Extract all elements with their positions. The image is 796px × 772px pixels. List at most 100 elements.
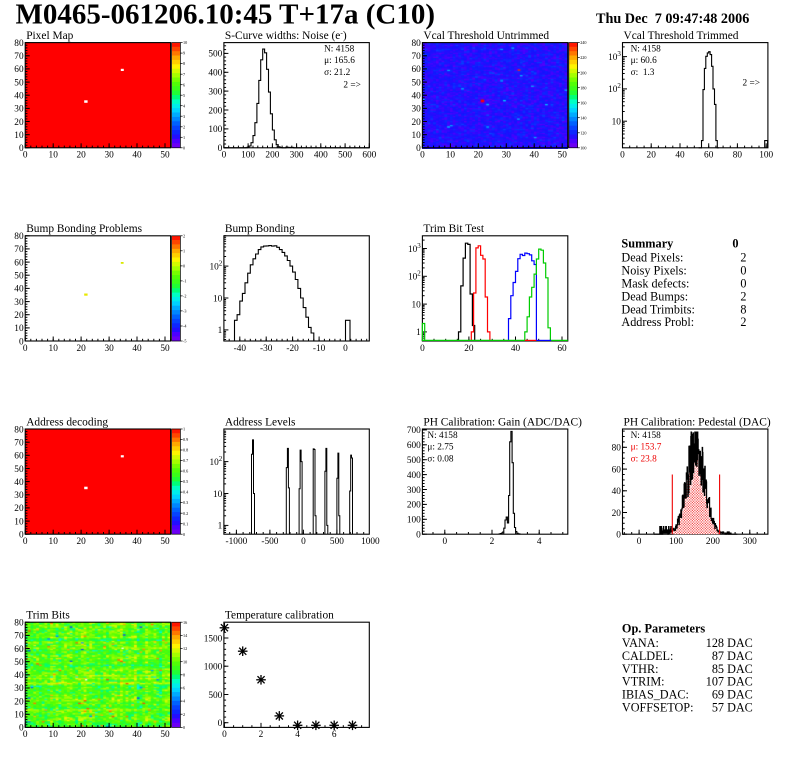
svg-text:σ: 23.8: σ: 23.8	[631, 454, 658, 464]
svg-text:10: 10	[183, 40, 187, 45]
svg-text:-3: -3	[183, 309, 187, 314]
svg-text:4: 4	[183, 699, 186, 704]
svg-text:200: 200	[208, 106, 222, 116]
svg-text:0: 0	[416, 531, 421, 541]
svg-text:40: 40	[132, 537, 142, 547]
svg-text:10: 10	[412, 131, 422, 141]
svg-text:VTRIM:: VTRIM:	[622, 675, 665, 689]
svg-text:50: 50	[160, 537, 170, 547]
svg-text:80: 80	[412, 39, 422, 49]
svg-text:0: 0	[183, 532, 185, 537]
svg-text:VTHR:: VTHR:	[622, 662, 659, 676]
svg-text:σ: 0.08: σ: 0.08	[427, 454, 454, 464]
svg-text:0: 0	[732, 236, 738, 250]
svg-text:-5: -5	[183, 339, 187, 344]
svg-text:1: 1	[183, 427, 185, 432]
svg-text:20: 20	[14, 504, 24, 514]
svg-text:102: 102	[210, 455, 223, 468]
svg-text:Address decoding: Address decoding	[26, 416, 108, 428]
svg-text:0: 0	[183, 725, 185, 730]
svg-text:-20: -20	[286, 344, 299, 354]
svg-text:1: 1	[416, 328, 421, 338]
svg-text:30: 30	[14, 105, 24, 115]
svg-text:300: 300	[407, 486, 421, 496]
svg-text:10: 10	[49, 344, 59, 354]
svg-text:0: 0	[222, 151, 227, 161]
svg-text:0.9: 0.9	[183, 437, 188, 442]
svg-text:2 =>: 2 =>	[343, 80, 360, 90]
svg-text:5: 5	[183, 93, 185, 98]
svg-text:40: 40	[132, 151, 142, 161]
svg-text:40: 40	[14, 285, 24, 295]
svg-text:40: 40	[132, 730, 142, 740]
svg-text:3: 3	[183, 114, 185, 119]
svg-text:102: 102	[608, 82, 621, 95]
svg-text:102: 102	[210, 259, 223, 272]
svg-text:6: 6	[183, 686, 185, 691]
svg-text:0.5: 0.5	[183, 479, 188, 484]
svg-text:IBIAS_DAC:: IBIAS_DAC:	[622, 688, 689, 702]
svg-text:8: 8	[183, 672, 185, 677]
svg-text:40: 40	[14, 92, 24, 102]
svg-text:70: 70	[412, 52, 422, 62]
svg-text:4: 4	[537, 537, 542, 547]
svg-text:0.1: 0.1	[183, 521, 188, 526]
svg-text:6: 6	[332, 730, 337, 740]
svg-text:85 DAC: 85 DAC	[712, 662, 753, 676]
svg-text:600: 600	[362, 151, 376, 161]
svg-text:0: 0	[420, 151, 425, 161]
svg-text:500: 500	[338, 151, 352, 161]
svg-text:Trim Bits: Trim Bits	[26, 610, 70, 622]
svg-text:0: 0	[740, 277, 746, 291]
svg-text:160: 160	[580, 100, 586, 105]
svg-text:100: 100	[407, 516, 421, 526]
svg-text:220: 220	[580, 55, 586, 60]
svg-text:500: 500	[330, 537, 344, 547]
svg-text:1000: 1000	[361, 537, 380, 547]
svg-text:0.3: 0.3	[183, 500, 188, 505]
svg-text:60: 60	[14, 645, 24, 655]
svg-text:50: 50	[14, 272, 24, 282]
svg-text:0: 0	[442, 537, 447, 547]
svg-text:0.7: 0.7	[183, 458, 188, 463]
svg-text:20: 20	[464, 344, 474, 354]
svg-text:CALDEL:: CALDEL:	[622, 649, 673, 663]
svg-text:140: 140	[580, 115, 586, 120]
svg-text:300: 300	[290, 151, 304, 161]
svg-text:80: 80	[14, 232, 24, 242]
svg-text:7: 7	[183, 72, 185, 77]
svg-text:80: 80	[14, 425, 24, 435]
svg-text:10: 10	[14, 517, 24, 527]
svg-text:200: 200	[706, 537, 720, 547]
svg-text:70: 70	[14, 245, 24, 255]
svg-text:-30: -30	[260, 344, 273, 354]
svg-text:6: 6	[183, 82, 185, 87]
svg-text:10: 10	[49, 537, 59, 547]
svg-text:2 =>: 2 =>	[743, 79, 760, 89]
svg-text:Address Levels: Address Levels	[225, 416, 296, 428]
svg-text:0: 0	[19, 531, 24, 541]
svg-text:M0465-061206.10:45 T+17a (C10): M0465-061206.10:45 T+17a (C10)	[16, 0, 436, 30]
svg-text:50: 50	[14, 78, 24, 88]
svg-text:8: 8	[183, 61, 185, 66]
svg-text:600: 600	[407, 441, 421, 451]
svg-text:0: 0	[183, 145, 185, 150]
svg-text:0: 0	[616, 531, 621, 541]
svg-text:40: 40	[675, 151, 685, 161]
svg-text:60: 60	[14, 65, 24, 75]
svg-text:400: 400	[208, 69, 222, 79]
svg-text:0.4: 0.4	[183, 490, 189, 495]
svg-text:μ: 153.7: μ: 153.7	[631, 443, 662, 453]
svg-text:180: 180	[580, 85, 586, 90]
svg-text:107 DAC: 107 DAC	[706, 675, 753, 689]
svg-text:20: 20	[76, 344, 86, 354]
svg-text:2: 2	[490, 537, 495, 547]
svg-text:40: 40	[530, 151, 540, 161]
svg-text:VANA:: VANA:	[622, 636, 659, 650]
svg-text:0: 0	[19, 724, 24, 734]
svg-text:120: 120	[580, 130, 586, 135]
svg-text:Dead Pixels:: Dead Pixels:	[621, 251, 683, 265]
svg-text:PH Calibration: Pedestal (DAC): PH Calibration: Pedestal (DAC)	[624, 416, 771, 428]
svg-text:-40: -40	[234, 344, 247, 354]
svg-text:60: 60	[612, 465, 622, 475]
